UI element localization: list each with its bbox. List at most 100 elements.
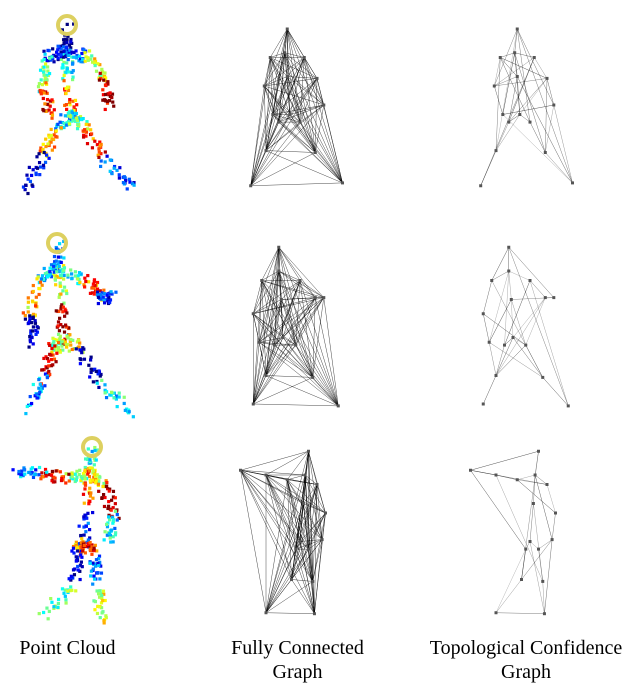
point (83, 128, 86, 131)
point (58, 317, 61, 320)
point (44, 81, 47, 84)
point (102, 78, 105, 81)
node (322, 296, 325, 299)
point (91, 583, 94, 586)
edge (251, 77, 288, 186)
point (104, 93, 107, 96)
point (109, 540, 112, 543)
point (46, 65, 49, 68)
point (86, 127, 89, 130)
point (100, 68, 103, 71)
point (49, 105, 52, 108)
point (98, 589, 101, 592)
point (50, 358, 53, 361)
point (57, 341, 60, 344)
node (316, 77, 319, 80)
node (337, 404, 340, 407)
point (49, 353, 52, 356)
point (50, 474, 53, 477)
point (72, 69, 75, 72)
point (104, 614, 107, 617)
point (82, 493, 85, 496)
point (78, 281, 81, 284)
point (53, 344, 56, 347)
point (55, 309, 58, 312)
point (118, 173, 121, 176)
point (30, 174, 33, 177)
edge (513, 338, 543, 378)
point (63, 266, 66, 269)
point (80, 560, 83, 563)
point (69, 115, 72, 118)
point (41, 274, 44, 277)
edge (262, 281, 316, 298)
node (299, 279, 302, 282)
point (44, 138, 47, 141)
edge (285, 53, 343, 183)
point (38, 391, 41, 394)
point (64, 340, 67, 343)
point (68, 98, 71, 101)
point (82, 348, 85, 351)
node (286, 478, 289, 481)
point (42, 109, 45, 112)
point (88, 458, 91, 461)
point (36, 396, 39, 399)
edge (517, 475, 535, 480)
point (87, 280, 90, 283)
point (66, 274, 69, 277)
edge (471, 451, 539, 470)
point (82, 515, 85, 518)
node (307, 548, 310, 551)
point (28, 166, 31, 169)
point (48, 344, 51, 347)
point (71, 348, 74, 351)
node (493, 85, 496, 88)
point (116, 518, 119, 521)
point (37, 378, 40, 381)
edge (535, 475, 552, 540)
point (89, 548, 92, 551)
point (31, 300, 34, 303)
point (65, 45, 68, 48)
node (265, 149, 268, 152)
point (78, 341, 81, 344)
point (32, 383, 35, 386)
point (98, 150, 101, 153)
point (123, 396, 126, 399)
edge (315, 105, 324, 153)
node (543, 612, 546, 615)
point (38, 287, 41, 290)
edge (492, 247, 509, 280)
edge (253, 247, 279, 404)
point (88, 500, 91, 503)
point (79, 362, 82, 365)
point (49, 597, 52, 600)
point (94, 600, 97, 603)
node (510, 298, 513, 301)
point (88, 49, 91, 52)
edge (500, 58, 517, 77)
point (39, 165, 42, 168)
point (53, 255, 56, 258)
point (53, 145, 56, 148)
point (32, 290, 35, 293)
caption: Fully Connected Graph (205, 636, 390, 684)
point (66, 67, 69, 70)
point (65, 311, 68, 314)
point (112, 518, 115, 521)
point (61, 289, 64, 292)
point (123, 175, 126, 178)
point (77, 568, 80, 571)
point (71, 475, 74, 478)
edge (496, 613, 544, 614)
node (304, 474, 307, 477)
point (50, 601, 53, 604)
point (52, 60, 55, 63)
point (35, 277, 38, 280)
point (108, 532, 111, 535)
point (88, 528, 91, 531)
point (93, 578, 96, 581)
point (71, 75, 74, 78)
point (66, 590, 69, 593)
